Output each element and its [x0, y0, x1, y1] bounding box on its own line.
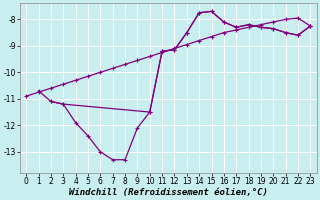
- X-axis label: Windchill (Refroidissement éolien,°C): Windchill (Refroidissement éolien,°C): [69, 188, 268, 197]
